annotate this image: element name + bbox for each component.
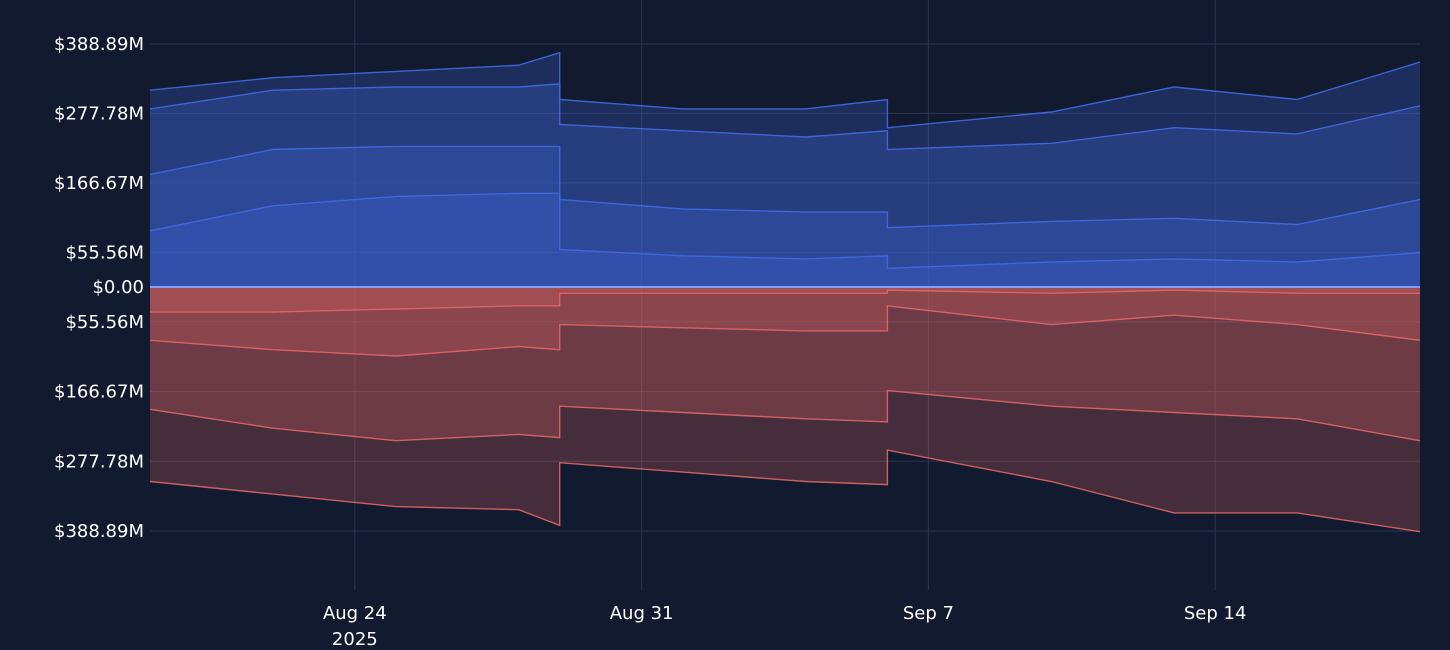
y-tick-label: $277.78M (54, 103, 144, 124)
series-line-0 (149, 51, 1421, 129)
series-area-2 (150, 146, 1420, 287)
series-line-1 (149, 83, 1421, 151)
x-tick-sublabel: 2025 (332, 629, 378, 650)
series-line-6 (149, 389, 1421, 442)
x-tick-label: Aug 24 (323, 603, 387, 624)
y-tick-label: $388.89M (54, 34, 144, 55)
series-line-4 (150, 289, 1420, 313)
series-area-4 (150, 287, 1420, 313)
y-tick-label: $55.56M (65, 312, 144, 333)
series-line-2 (149, 145, 1421, 229)
series-lines (149, 51, 1421, 533)
x-tick-label: Sep 14 (1184, 603, 1247, 624)
x-tick-label: Sep 7 (903, 603, 954, 624)
series-line-7 (149, 449, 1421, 533)
series-area-1 (150, 83, 1420, 288)
y-tick-label: $0.00 (92, 277, 144, 298)
y-tick-label: $277.78M (54, 451, 144, 472)
y-tick-label: $55.56M (65, 242, 144, 263)
y-tick-label: $166.67M (54, 173, 144, 194)
series-area-7 (150, 287, 1420, 532)
y-tick-label: $388.89M (54, 521, 144, 542)
series-area-6 (150, 287, 1420, 441)
series-line-5 (149, 305, 1421, 357)
series-line-3 (149, 192, 1421, 270)
series-area-5 (150, 287, 1420, 356)
series-area-0 (150, 52, 1420, 288)
series-areas (150, 52, 1420, 532)
series-area-3 (150, 193, 1420, 287)
x-tick-label: Aug 31 (610, 603, 674, 624)
x-axis-tick-labels: Aug 24 2025 Aug 31 Sep 7 Sep 14 (323, 603, 1246, 650)
y-axis-tick-labels: $388.89M $277.78M $166.67M $55.56M $0.00 $55.… (54, 34, 144, 542)
gridlines (150, 0, 1420, 590)
y-tick-label: $166.67M (54, 382, 144, 403)
